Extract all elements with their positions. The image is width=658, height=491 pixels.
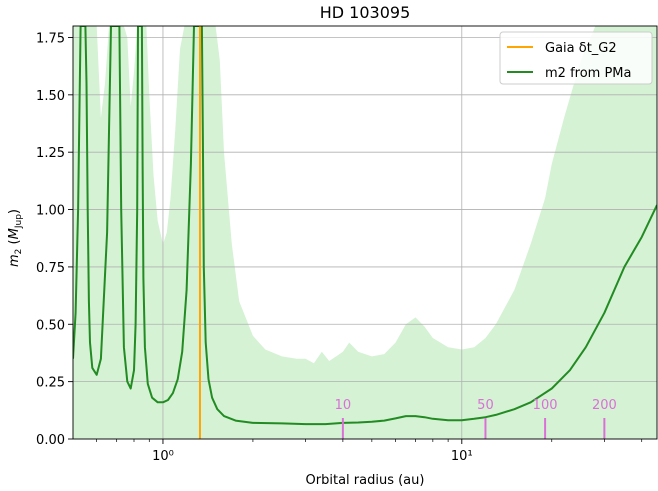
period-label-10: 10 (335, 398, 352, 413)
y-axis-label-jup: Jup (14, 214, 24, 229)
x-axis-label: Orbital radius (au) (306, 473, 425, 488)
series-line-pma (73, 26, 657, 426)
y-axis-label-close: ) (7, 209, 22, 214)
y-tick-label-3: 0.75 (36, 261, 65, 276)
y-tick-label-1: 0.25 (36, 376, 65, 391)
y-axis-label-M: M (7, 228, 22, 239)
chart-title: HD 103095 (320, 3, 411, 22)
y-tick-label-0: 0.00 (36, 433, 65, 448)
y-axis-label-unit: ( (7, 239, 22, 248)
legend-box (499, 31, 653, 85)
y-axis-label-sub: 2 (14, 249, 24, 255)
y-tick-label-6: 1.50 (36, 89, 65, 104)
legend-label-gaia: Gaia δt_G2 (545, 41, 617, 56)
y-tick-label-5: 1.25 (36, 146, 65, 161)
legend-label-pma: m2 from PMa (545, 66, 631, 81)
y-tick-label-2: 0.50 (36, 318, 65, 333)
y-axis-label: m2 (MJup) (7, 209, 24, 267)
uncertainty-band (73, 26, 657, 439)
period-label-50: 50 (477, 398, 494, 413)
period-label-200: 200 (592, 398, 617, 413)
y-tick-label-4: 1.00 (36, 204, 65, 219)
y-tick-label-7: 1.75 (36, 31, 65, 46)
x-tick-label-1: 10¹ (451, 449, 473, 464)
x-tick-label-0: 10⁰ (152, 449, 174, 464)
plot-area: 10 50 100 200 10⁰ 10¹ 0.00 0.25 0.50 0.75 1.00 1.25… (36, 25, 658, 464)
legend: Gaia δt_G2 m2 from PMa (499, 31, 653, 85)
y-axis-label-m: m (7, 254, 22, 267)
axes-frame (72, 25, 658, 440)
period-label-100: 100 (533, 398, 558, 413)
